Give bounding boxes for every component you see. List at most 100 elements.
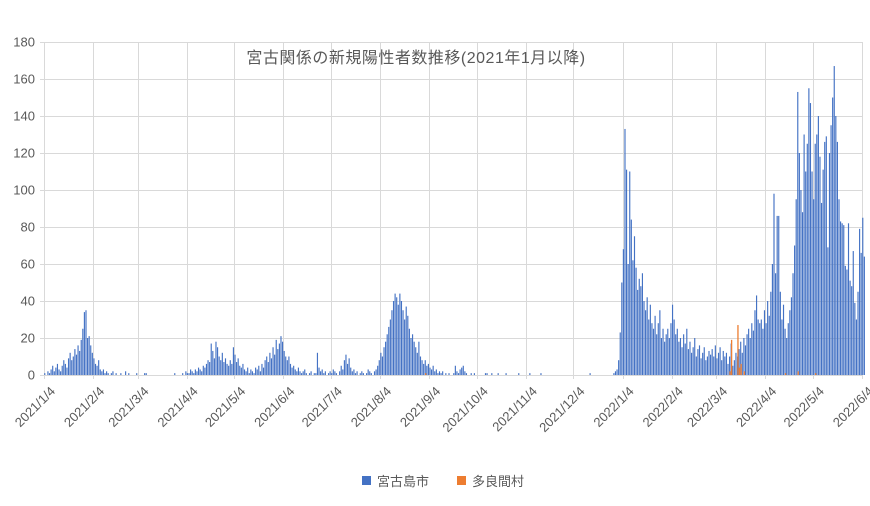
bar-miyakojima (345, 354, 347, 375)
legend-item-tarama[interactable]: 多良間村 (457, 471, 524, 490)
bar-miyakojima (397, 304, 399, 375)
bar-miyakojima (729, 356, 731, 375)
bar-miyakojima (335, 373, 338, 375)
bar-miyakojima (82, 328, 84, 375)
bar-miyakojima (381, 356, 384, 375)
bar-miyakojima (800, 190, 802, 375)
bar-miyakojima (353, 369, 355, 375)
bar-miyakojima (91, 352, 93, 375)
bar-miyakojima (190, 369, 192, 375)
bar-miyakojima (237, 358, 239, 375)
bar-miyakojima (234, 354, 236, 375)
bar-miyakojima (48, 373, 51, 375)
bar-miyakojima (459, 369, 461, 375)
bar-miyakojima (792, 273, 794, 375)
x-tick-label: 2021/9/4 (397, 384, 443, 430)
bar-miyakojima (426, 365, 428, 375)
chart-title: 宮古関係の新規陽性者数推移(2021年1月以降) (246, 50, 586, 67)
y-tick-label: 100 (13, 183, 35, 198)
bar-miyakojima (833, 66, 835, 376)
bar-miyakojima (740, 341, 742, 375)
bar-miyakojima (781, 319, 783, 375)
bar-miyakojima (735, 352, 737, 375)
bar-miyakojima (854, 302, 856, 375)
bar-miyakojima (668, 338, 670, 375)
bar-miyakojima (713, 356, 715, 375)
bar-miyakojima (662, 328, 664, 375)
bar-miyakojima (806, 143, 808, 375)
bar-miyakojima (402, 310, 404, 375)
y-tick-label: 0 (28, 368, 35, 383)
bar-miyakojima (274, 354, 276, 375)
bar-miyakojima (215, 341, 217, 375)
bar-miyakojima (844, 265, 846, 375)
bar-miyakojima (228, 365, 230, 375)
bar-miyakojima (85, 310, 87, 375)
bar-miyakojima (790, 297, 793, 375)
bar-miyakojima (50, 369, 52, 375)
y-tick-label: 80 (21, 220, 35, 235)
bar-miyakojima (186, 373, 189, 375)
bar-miyakojima (318, 367, 320, 375)
bar-miyakojima (359, 373, 361, 375)
bar-miyakojima (656, 334, 658, 375)
bar-miyakojima (210, 343, 212, 375)
bar-miyakojima (673, 319, 675, 375)
x-tick-label: 2022/4/4 (733, 384, 779, 430)
bar-miyakojima (201, 371, 203, 375)
bar-miyakojima (671, 304, 674, 375)
bar-miyakojima (505, 373, 507, 375)
x-tick-label: 2022/3/4 (684, 384, 730, 430)
bar-miyakojima (689, 341, 691, 375)
bar-miyakojima (291, 367, 293, 375)
bar-miyakojima (630, 219, 632, 375)
bar-miyakojima (346, 363, 349, 375)
bar-miyakojima (759, 323, 761, 375)
bar-miyakojima (185, 371, 187, 375)
bar-miyakojima (773, 193, 775, 375)
bar-miyakojima (678, 341, 680, 375)
bar-miyakojima (751, 323, 753, 375)
bar-miyakojima (64, 363, 66, 375)
bar-miyakojima (846, 269, 848, 375)
bar-miyakojima (779, 291, 781, 375)
bar-miyakojima (174, 373, 176, 375)
bar-miyakojima (343, 360, 345, 375)
bar-miyakojima (204, 367, 206, 375)
bar-miyakojima (770, 291, 772, 375)
bar-miyakojima (461, 367, 463, 375)
bar-miyakojima (351, 371, 353, 375)
bar-miyakojima (247, 367, 249, 375)
bar-miyakojima (362, 373, 364, 375)
bar-miyakojima (795, 199, 797, 375)
bar-miyakojima (354, 373, 357, 375)
bar-miyakojima (418, 341, 420, 375)
bar-miyakojima (697, 349, 699, 375)
bar-miyakojima (760, 319, 762, 375)
bar-miyakojima (805, 171, 807, 375)
bar-miyakojima (440, 373, 442, 375)
legend-item-miyakojima[interactable]: 宮古島市 (361, 471, 429, 490)
bar-tarama (730, 339, 733, 375)
bar-miyakojima (694, 338, 696, 375)
bar-miyakojima (491, 373, 493, 375)
bar-miyakojima (700, 358, 702, 375)
bar-miyakojima (486, 373, 488, 375)
gridlines (40, 42, 863, 379)
bar-miyakojima (248, 373, 250, 375)
bar-miyakojima (191, 371, 193, 375)
bar-miyakojima (614, 371, 617, 375)
bar-miyakojima (803, 134, 805, 375)
y-tick-label: 60 (21, 257, 35, 272)
bar-miyakojima (83, 312, 85, 375)
bar-miyakojima (377, 365, 379, 375)
bar-miyakojima (711, 349, 713, 375)
bar-miyakojima (275, 339, 277, 375)
bar-miyakojima (299, 371, 301, 375)
bar-miyakojima (763, 310, 766, 375)
bar-miyakojima (464, 371, 466, 375)
bar-miyakojima (304, 369, 306, 375)
bar-miyakojima (705, 360, 707, 375)
bar-miyakojima (404, 319, 406, 375)
bar-miyakojima (775, 273, 777, 375)
